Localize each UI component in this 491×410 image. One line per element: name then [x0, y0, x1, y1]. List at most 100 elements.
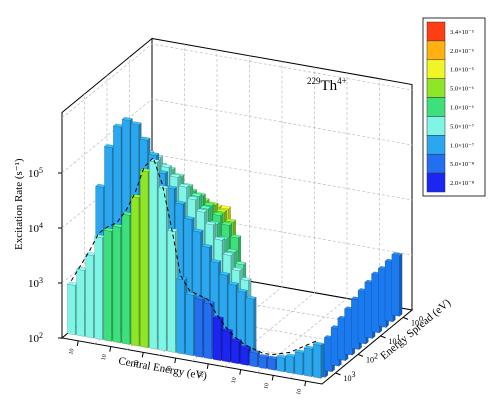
- bar-front: [167, 230, 176, 353]
- y-tick-label: 103: [344, 370, 356, 383]
- z-tick-label: 103: [28, 276, 43, 290]
- bar-side: [320, 342, 324, 379]
- x-gridline: [224, 67, 315, 368]
- z-tick-label: 105: [28, 166, 43, 180]
- bar-top: [194, 296, 206, 300]
- bar-front: [391, 254, 400, 317]
- bar-front: [76, 268, 85, 337]
- legend-swatch: [426, 97, 446, 117]
- bar-side: [399, 253, 403, 317]
- y-tick: [380, 335, 386, 339]
- bar-top: [240, 277, 252, 281]
- bar-top: [236, 288, 248, 293]
- x-tick: [174, 358, 177, 364]
- bar-front: [112, 225, 121, 344]
- bar: [167, 227, 179, 354]
- bar-front: [276, 356, 285, 373]
- bar: [66, 281, 79, 336]
- bar: [130, 193, 142, 347]
- y-tick: [402, 316, 409, 320]
- bar-front: [294, 351, 303, 376]
- legend-label: 5.0×10⁻⁸: [450, 161, 475, 168]
- legend-swatch: [426, 59, 446, 79]
- bar-top: [212, 315, 224, 320]
- bar-top: [201, 243, 213, 248]
- isotope-annotation: 229Th4+: [307, 76, 347, 94]
- x-tick-label: 10: [133, 360, 140, 367]
- legend-swatch: [426, 172, 446, 193]
- bar: [230, 338, 243, 365]
- bar: [103, 227, 115, 342]
- bar: [267, 355, 279, 371]
- bar-top: [160, 163, 173, 168]
- legend-label: 5.0×10⁻⁷: [450, 123, 474, 130]
- legend-box: [422, 17, 486, 197]
- bar: [194, 296, 206, 358]
- bar-top: [218, 271, 231, 276]
- bar-top: [258, 354, 270, 358]
- bar: [85, 251, 97, 339]
- bar: [312, 341, 324, 379]
- x-gridline: [256, 73, 348, 373]
- bar-top: [245, 295, 257, 300]
- x-gridline: [191, 61, 283, 362]
- bar-top: [121, 116, 133, 121]
- bar: [185, 291, 197, 357]
- bar-top: [224, 218, 237, 223]
- legend-swatch: [426, 116, 446, 136]
- bar-front: [67, 283, 76, 336]
- bar-front: [121, 213, 131, 345]
- legend-label: 1.0×10⁻⁵: [450, 67, 474, 74]
- z-gridline: [61, 43, 413, 119]
- legend-swatch: [426, 78, 446, 98]
- bar-top: [221, 328, 233, 333]
- bar-top: [210, 259, 222, 264]
- bar-front: [85, 254, 94, 339]
- bar: [239, 345, 252, 366]
- bar-front: [221, 330, 231, 363]
- bar-top: [213, 236, 226, 241]
- bar-top: [192, 228, 204, 233]
- x-tick: [239, 369, 242, 375]
- x-tick: [109, 346, 112, 352]
- bar-front: [240, 347, 249, 366]
- bar-top: [221, 221, 233, 226]
- bar: [157, 185, 170, 352]
- bar-front: [139, 170, 149, 349]
- bar-front: [158, 187, 167, 352]
- bar-top: [204, 221, 217, 226]
- x-tick: [304, 381, 307, 387]
- bar-front: [185, 293, 194, 357]
- bar: [248, 349, 261, 368]
- x-tick: [76, 340, 79, 346]
- bar-top: [139, 136, 151, 141]
- y-tick-label: 101: [389, 333, 401, 346]
- bar-top: [187, 196, 199, 201]
- bar-top: [231, 267, 243, 272]
- bar-top: [226, 248, 238, 253]
- bar-front: [267, 357, 276, 371]
- bar: [94, 234, 106, 341]
- bar: [285, 353, 297, 375]
- x-tick-label: 10: [296, 388, 303, 395]
- bar-top: [130, 121, 142, 126]
- bar: [203, 300, 215, 360]
- bar-front: [212, 317, 222, 361]
- bar-right-wall: [391, 252, 403, 317]
- bar: [221, 328, 233, 363]
- bar-front: [285, 355, 294, 374]
- legend-swatch: [426, 135, 446, 155]
- bar-front: [303, 347, 312, 378]
- legend-label: 2.0×10⁻⁸: [450, 180, 475, 187]
- z-tick-label: 102: [28, 331, 43, 345]
- bar-top: [216, 208, 228, 213]
- bar: [112, 223, 124, 344]
- bar-front: [312, 343, 322, 379]
- bar-top: [196, 208, 208, 213]
- legend-label: 2.0×10⁻⁵: [450, 48, 474, 55]
- bar: [121, 211, 133, 346]
- bar-top: [203, 300, 215, 305]
- legend-label: 1.0×10⁻⁷: [450, 142, 474, 149]
